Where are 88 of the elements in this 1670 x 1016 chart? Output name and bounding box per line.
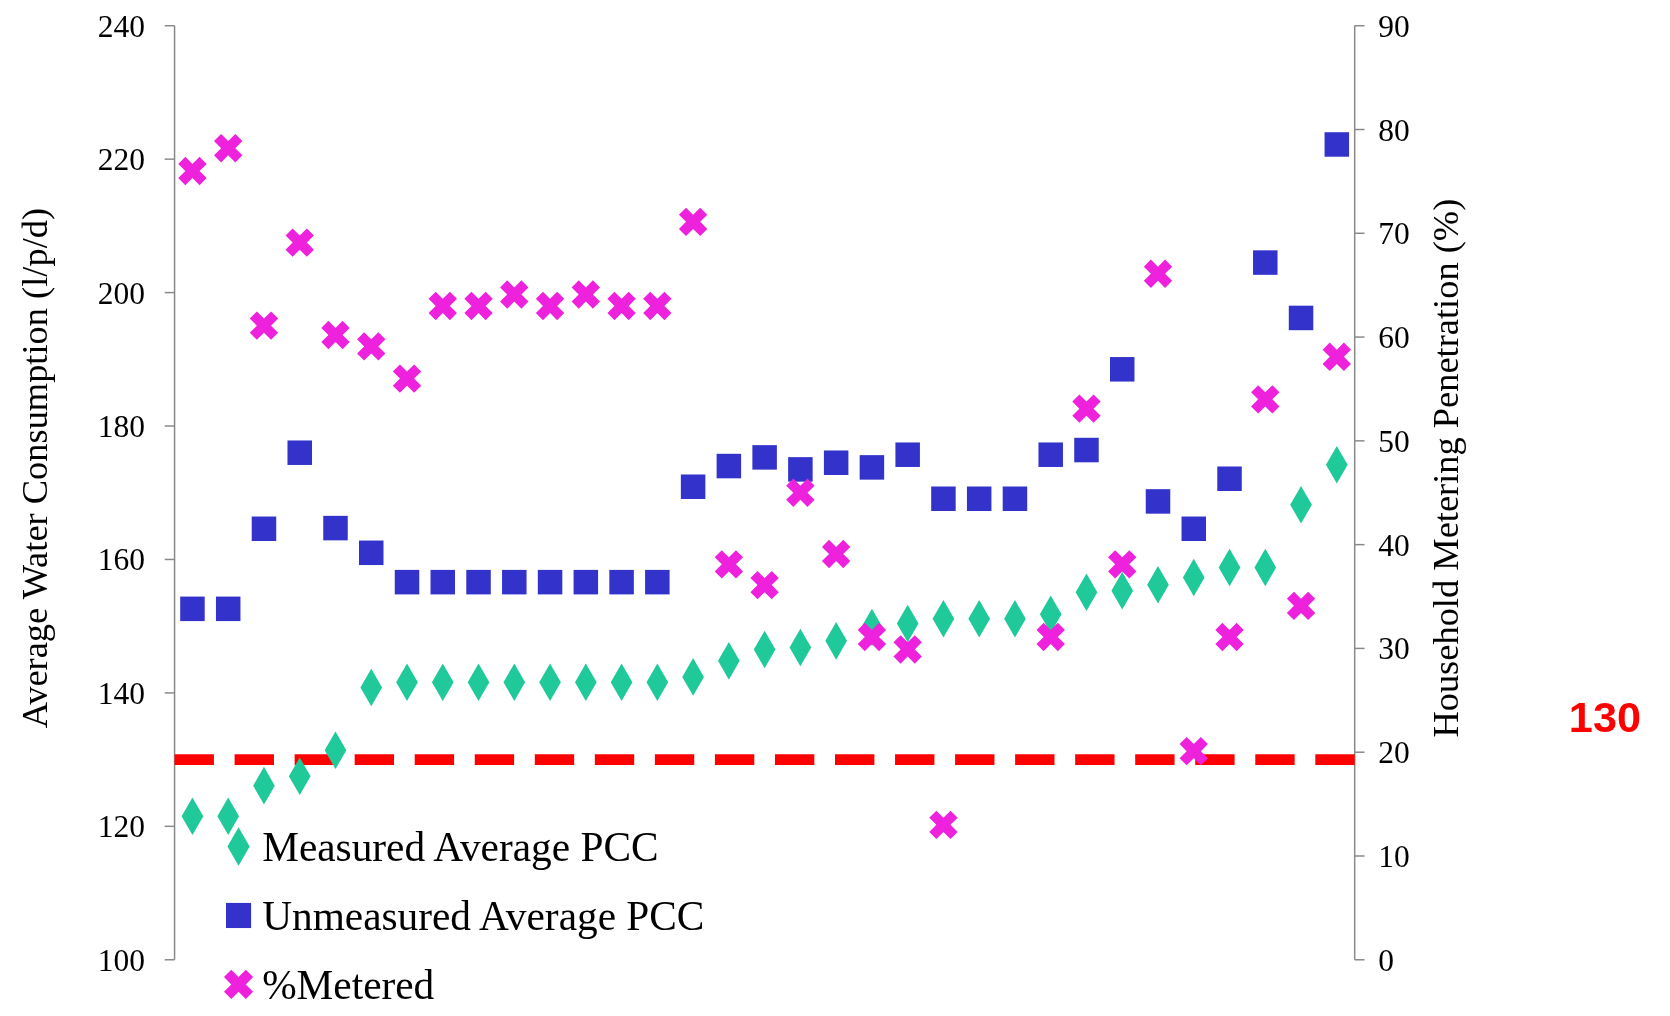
point: [859, 455, 885, 480]
point: [249, 311, 279, 340]
point: [573, 569, 599, 595]
point: [680, 474, 706, 499]
point: [464, 291, 493, 321]
point: [823, 450, 849, 475]
point: [857, 622, 887, 652]
y-tick-label: 200: [97, 275, 146, 311]
point: [1036, 622, 1065, 652]
point: [716, 453, 742, 479]
point: [535, 291, 565, 321]
point: [1002, 486, 1028, 511]
point: [1215, 622, 1244, 652]
point: [1286, 591, 1316, 621]
point: [1074, 437, 1099, 463]
y-tick-label: 160: [97, 542, 146, 578]
point: [215, 596, 241, 622]
point: [180, 596, 205, 622]
point: [287, 440, 312, 465]
point: [428, 291, 457, 321]
y-tick-label: 140: [97, 675, 146, 711]
y-axis-title: Average Water Consumption (l/p/d): [14, 207, 55, 729]
point: [1251, 385, 1280, 414]
y2-tick-label: 30: [1378, 631, 1410, 667]
y-tick-label: 220: [97, 142, 146, 178]
point: [1322, 342, 1351, 371]
point: [502, 569, 527, 595]
point: [392, 364, 422, 393]
point: [1143, 259, 1173, 288]
point: [251, 516, 277, 542]
point: [323, 515, 348, 541]
point: [359, 540, 384, 566]
point: [571, 280, 601, 309]
y-tick-label: 100: [97, 942, 146, 978]
point: [643, 291, 672, 321]
point: [678, 207, 708, 237]
legend-label: Unmeasured Average PCC: [262, 892, 705, 939]
point: [1179, 736, 1208, 766]
point: [1324, 132, 1350, 157]
point: [500, 280, 529, 309]
point: [786, 478, 815, 507]
legend-label: Measured Average PCC: [262, 824, 659, 871]
y2-tick-label: 40: [1378, 527, 1410, 563]
point: [1145, 489, 1171, 514]
point: [1217, 466, 1242, 491]
point: [321, 320, 350, 350]
ref-line-label: 130: [1568, 693, 1642, 742]
point: [178, 156, 207, 186]
y2-tick-label: 90: [1378, 8, 1410, 44]
point: [466, 569, 491, 595]
point: [1253, 250, 1278, 275]
point: [1038, 442, 1063, 467]
point: [537, 569, 563, 595]
y-tick-label: 180: [97, 409, 146, 445]
point: [750, 570, 779, 600]
point: [1288, 305, 1314, 331]
point: [893, 635, 922, 664]
point: [357, 332, 386, 361]
point: [1108, 550, 1137, 579]
point: [929, 810, 958, 840]
point: [1072, 394, 1101, 423]
y2-tick-label: 60: [1378, 320, 1410, 356]
y2-tick-label: 50: [1378, 423, 1410, 459]
y2-tick-label: 10: [1378, 839, 1410, 875]
y2-tick-label: 20: [1378, 735, 1410, 771]
y2-tick-label: 0: [1378, 942, 1395, 978]
point: [788, 457, 813, 482]
point: [714, 550, 744, 579]
point: [966, 486, 992, 511]
legend-label: %Metered: [262, 961, 435, 1008]
point: [645, 569, 670, 595]
point: [1109, 357, 1135, 382]
point: [895, 442, 920, 467]
y2-tick-label: 70: [1378, 216, 1410, 252]
point: [430, 569, 456, 595]
y2-tick-label: 80: [1378, 112, 1410, 148]
point: [394, 569, 420, 595]
y2-axis-title: Household Metering Penetration (%): [1426, 198, 1467, 738]
point: [821, 539, 851, 569]
point: [931, 486, 956, 511]
point: [1181, 516, 1207, 542]
point: [752, 445, 777, 470]
point: [609, 569, 634, 595]
point: [285, 228, 314, 257]
point: [607, 291, 636, 321]
y-tick-label: 240: [97, 8, 146, 44]
y-tick-label: 120: [97, 809, 146, 845]
point: [214, 133, 243, 163]
